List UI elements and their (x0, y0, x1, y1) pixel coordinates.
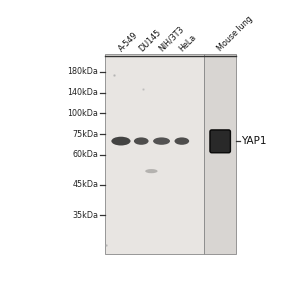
Text: YAP1: YAP1 (241, 136, 267, 146)
Ellipse shape (111, 137, 131, 146)
Bar (204, 55, 236, 254)
Ellipse shape (134, 137, 149, 145)
Ellipse shape (175, 137, 189, 145)
Text: 45kDa: 45kDa (72, 181, 98, 190)
Text: 60kDa: 60kDa (72, 151, 98, 160)
Text: DU145: DU145 (137, 28, 163, 53)
Text: 100kDa: 100kDa (68, 109, 98, 118)
Text: Mouse lung: Mouse lung (216, 14, 255, 53)
Text: 140kDa: 140kDa (68, 88, 98, 97)
Text: NIH/3T3: NIH/3T3 (157, 25, 186, 53)
Bar (105, 55, 204, 254)
Ellipse shape (145, 169, 158, 173)
Text: A-549: A-549 (117, 30, 140, 53)
Text: HeLa: HeLa (178, 33, 198, 53)
Text: 75kDa: 75kDa (72, 130, 98, 139)
Text: 180kDa: 180kDa (68, 67, 98, 76)
FancyBboxPatch shape (210, 130, 230, 153)
Ellipse shape (153, 137, 170, 145)
Text: 35kDa: 35kDa (72, 211, 98, 220)
